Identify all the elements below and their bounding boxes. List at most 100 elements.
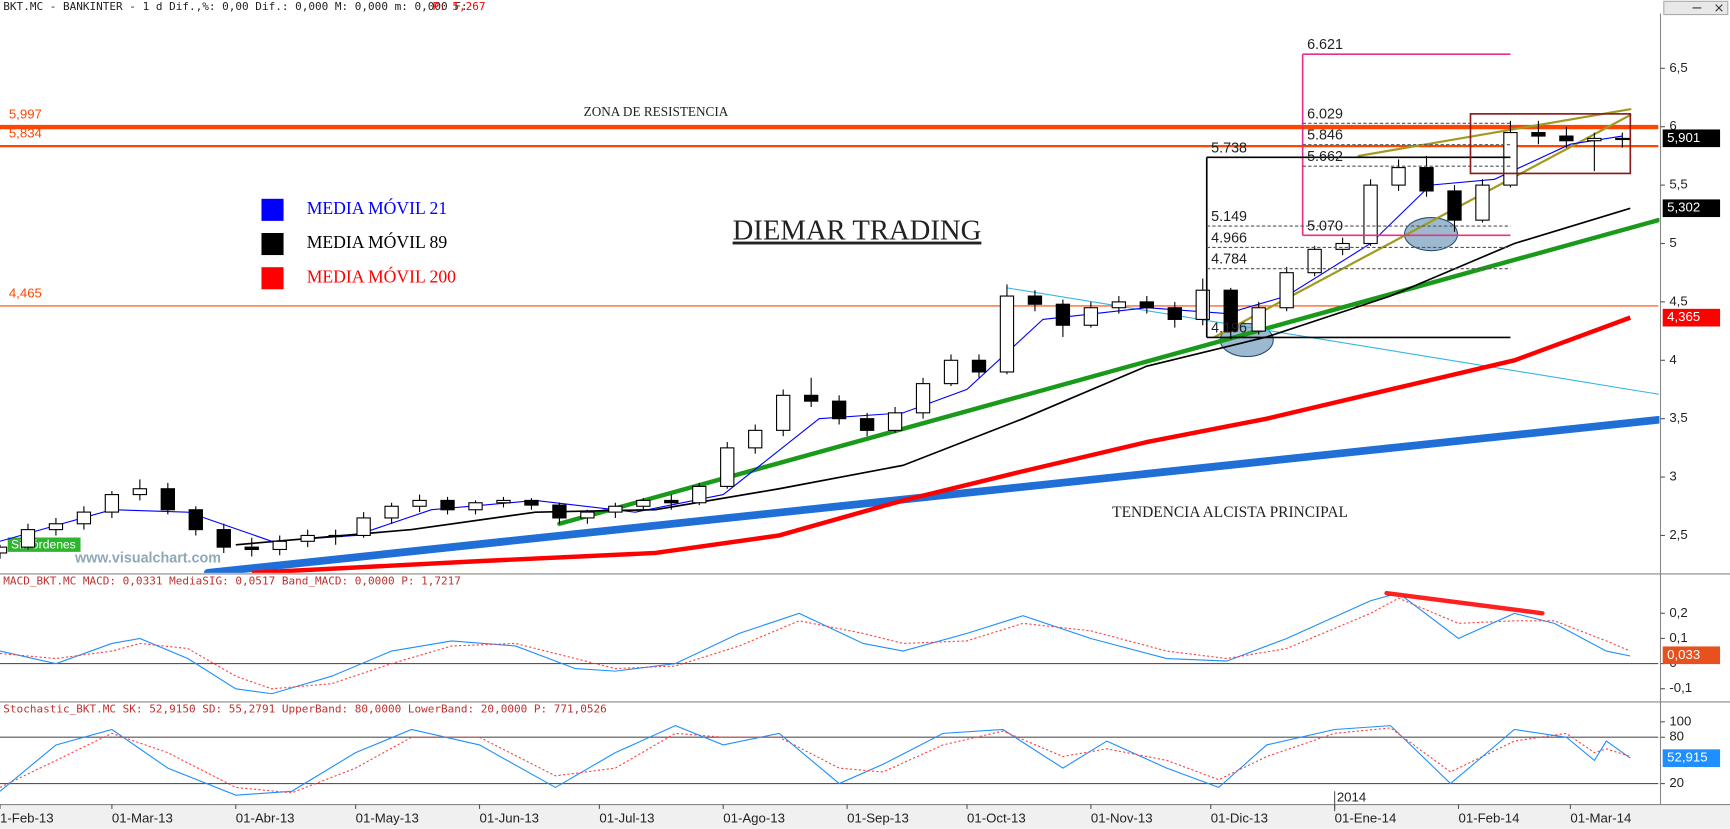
value-tag-label: 4,365 [1667, 309, 1700, 324]
fib-label: 4.966 [1211, 230, 1247, 246]
value-tag [1662, 308, 1721, 327]
range-box [1469, 113, 1632, 175]
fib-label: 5.846 [1307, 128, 1343, 144]
candle-body [1559, 135, 1574, 142]
annotation: TENDENCIA ALCISTA PRINCIPAL [1112, 504, 1348, 521]
candle-body [552, 504, 567, 519]
chart-header: BKT.MC - BANKINTER - 1 d Dif.,%: 0,00 Di… [3, 0, 467, 13]
candle-body [1391, 167, 1406, 186]
legend-swatch [261, 198, 284, 221]
trend-line [557, 217, 1660, 526]
candle-body [776, 394, 791, 431]
panel [0, 725, 1659, 796]
y-tick-label: 6,5 [1669, 60, 1687, 75]
candle-body [524, 499, 539, 506]
indicator-line [0, 597, 1631, 690]
candle-body [76, 511, 92, 525]
x-tick-label: 01-Jun-13 [480, 810, 540, 825]
y-tick-label: 3,5 [1669, 410, 1687, 425]
x-tick-label: 01-May-13 [356, 810, 419, 825]
value-tag [1662, 646, 1721, 665]
candle-body [1447, 190, 1462, 221]
candle-body [1279, 272, 1294, 309]
candle-body [664, 499, 679, 504]
x-tick-label: 01-Mar-13 [112, 810, 173, 825]
candle-body [1615, 137, 1630, 141]
year-label: 2014 [1337, 789, 1366, 804]
candle-body [328, 534, 343, 538]
candle-body [0, 546, 8, 554]
value-tag [1662, 129, 1721, 148]
level-label: 4,465 [9, 285, 42, 300]
x-tick-label: 01-Feb-14 [1458, 810, 1519, 825]
value-tag-label: 0,033 [1667, 647, 1700, 662]
y-tick-label: -0,1 [1669, 680, 1692, 695]
fib-label: 6.621 [1307, 37, 1343, 53]
candle-body [1363, 184, 1378, 245]
x-tick-label: 01-Sep-13 [847, 810, 909, 825]
annotation-title: DIEMAR TRADING [733, 215, 982, 247]
x-tick-label: 01-Oct-13 [967, 810, 1026, 825]
candle-body [1335, 242, 1350, 250]
candle-body [1223, 289, 1238, 332]
candle-body [1475, 184, 1490, 221]
y-tick-label: 4,5 [1669, 293, 1687, 308]
candle-body [20, 529, 36, 548]
candle-body [636, 499, 651, 507]
y-tick-label: 2,5 [1669, 527, 1687, 542]
trend-line [203, 415, 1660, 573]
fib-label: 5.662 [1307, 149, 1343, 165]
status-text: Sin órdenes [11, 537, 76, 551]
y-tick-label: 6 [1669, 118, 1676, 133]
x-tick-label: 01-Ene-14 [1335, 810, 1397, 825]
candle-body [831, 400, 847, 420]
candle-body [412, 499, 427, 507]
candle-body [356, 517, 371, 537]
candle-body [1167, 307, 1182, 320]
moving-average [235, 207, 1631, 546]
candle-body [1027, 295, 1043, 305]
close-icon [1715, 4, 1723, 12]
candle-body [1503, 132, 1518, 186]
fib-label: 6.029 [1307, 106, 1343, 122]
candle-body [496, 499, 511, 504]
candle-body [720, 447, 735, 487]
legend-label: MEDIA MÓVIL 21 [307, 198, 447, 218]
level-label: 5,997 [9, 106, 42, 121]
candle-body [384, 505, 399, 519]
stochastic-header: Stochastic_BKT.MC SK: 52,9150 SD: 55,279… [3, 703, 607, 716]
candle-body [216, 529, 231, 548]
candle-body [803, 394, 819, 402]
legend-swatch [261, 233, 284, 256]
y-tick-label: 5 [1669, 235, 1676, 250]
candle-body [580, 511, 595, 519]
candle-body [887, 412, 903, 431]
value-tag-label: 5,901 [1667, 130, 1700, 145]
candle-body [1111, 301, 1127, 309]
candle-body [943, 359, 959, 385]
y-tick-label: 80 [1669, 729, 1684, 744]
value-tag-label: 52,915 [1667, 750, 1707, 765]
candle-body [971, 359, 987, 373]
fib-label: 4.196 [1211, 320, 1247, 336]
candle-body [1307, 248, 1322, 274]
candle-body [608, 505, 623, 513]
candle-body [468, 502, 483, 511]
x-axis-band [0, 804, 1730, 829]
level-label: 5,834 [9, 125, 42, 140]
panel [0, 590, 1659, 695]
value-tag-label: 5,302 [1667, 200, 1700, 215]
value-tag [1662, 199, 1721, 218]
x-tick-label: 01-Dic-13 [1211, 810, 1268, 825]
annotation: ZONA DE RESISTENCIA [584, 104, 729, 119]
candle-body [104, 494, 120, 513]
candle-body [915, 383, 931, 414]
header-price: P: 5,267 [433, 0, 486, 13]
y-tick-label: 0,1 [1669, 630, 1687, 645]
candle-body [1587, 137, 1602, 142]
y-tick-label: 20 [1669, 775, 1684, 790]
y-tick-label: 5,5 [1669, 177, 1687, 192]
candle-body [748, 429, 763, 449]
moving-average [251, 315, 1632, 573]
